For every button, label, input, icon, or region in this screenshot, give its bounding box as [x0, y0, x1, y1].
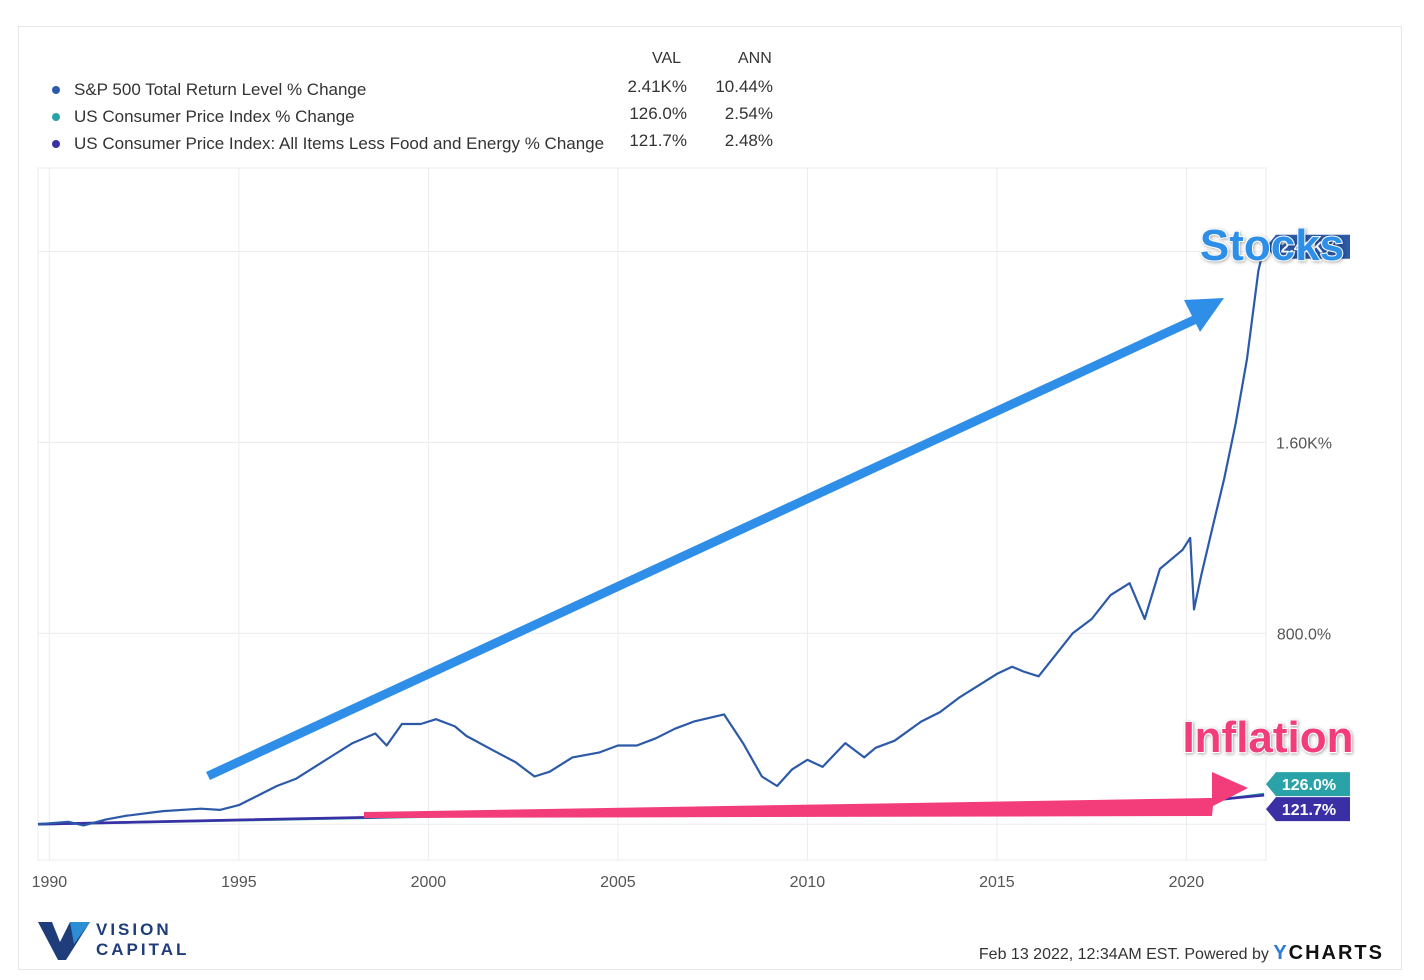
inflation-annotation: Inflation — [1182, 713, 1353, 762]
inflation-arrow — [364, 772, 1248, 818]
legend-val: 121.7% — [629, 131, 687, 150]
x-tick-label: 2005 — [600, 874, 636, 891]
end-value-tag: 121.7% — [1266, 797, 1350, 822]
legend-ann: 10.44% — [715, 77, 773, 96]
legend-val: 126.0% — [629, 104, 687, 123]
legend-series-name: S&P 500 Total Return Level % Change — [74, 80, 367, 99]
ycharts-rest: CHARTS — [1288, 942, 1384, 964]
vision-capital-logo-icon — [38, 922, 90, 960]
logo-line-1: VISION — [96, 920, 172, 939]
series-dot-icon — [52, 139, 60, 148]
end-value-tag: 2.41K% — [1266, 234, 1350, 259]
end-tag-label: 2.41K% — [1281, 240, 1338, 257]
legend-row-core-cpi[interactable]: US Consumer Price Index: All Items Less … — [52, 131, 604, 157]
footer-credit: Feb 13 2022, 12:34AM EST. Powered by YCH… — [979, 942, 1384, 965]
chart-frame — [18, 26, 1402, 970]
ycharts-brand[interactable]: YCHARTS — [1273, 942, 1384, 964]
end-value-tag: 126.0% — [1266, 772, 1350, 797]
legend-ann: 2.54% — [724, 104, 773, 123]
x-tick-label: 2020 — [1169, 874, 1205, 891]
legend-header-ann: ANN — [738, 50, 772, 67]
legend-ann: 2.48% — [724, 131, 773, 150]
series-dot-icon — [52, 112, 60, 121]
end-tag-label: 121.7% — [1282, 802, 1336, 819]
stocks-arrow — [206, 298, 1224, 780]
end-tag-label: 126.0% — [1282, 777, 1336, 794]
series-dot-icon — [52, 85, 60, 94]
legend-row-sp500[interactable]: S&P 500 Total Return Level % Change — [52, 77, 366, 103]
end-tag-shape — [1266, 797, 1350, 822]
x-tick-label: 1990 — [32, 874, 68, 891]
legend-val: 2.41K% — [627, 77, 687, 96]
legend-series-name: US Consumer Price Index % Change — [74, 107, 355, 126]
legend-header-val: VAL — [652, 50, 682, 67]
stocks-annotation: Stocks — [1200, 221, 1344, 270]
ycharts-y: Y — [1273, 942, 1289, 964]
series-line-0 — [37, 246, 1266, 827]
y-tick-label: 1.60K% — [1276, 435, 1332, 452]
logo-line-2: CAPITAL — [96, 940, 190, 959]
legend-row-cpi[interactable]: US Consumer Price Index % Change — [52, 104, 355, 130]
x-tick-label: 2010 — [790, 874, 826, 891]
end-tag-shape — [1266, 772, 1350, 797]
x-tick-label: 2000 — [411, 874, 447, 891]
brand-logo-text: VISION CAPITAL — [96, 920, 189, 960]
plot-area — [37, 167, 1267, 861]
x-tick-label: 1995 — [221, 874, 257, 891]
legend-series-name: US Consumer Price Index: All Items Less … — [74, 134, 605, 153]
end-tag-shape — [1266, 234, 1350, 259]
y-tick-label: 800.0% — [1277, 626, 1331, 643]
x-tick-label: 2015 — [979, 874, 1015, 891]
footer-text: Feb 13 2022, 12:34AM EST. Powered by — [978, 946, 1269, 963]
